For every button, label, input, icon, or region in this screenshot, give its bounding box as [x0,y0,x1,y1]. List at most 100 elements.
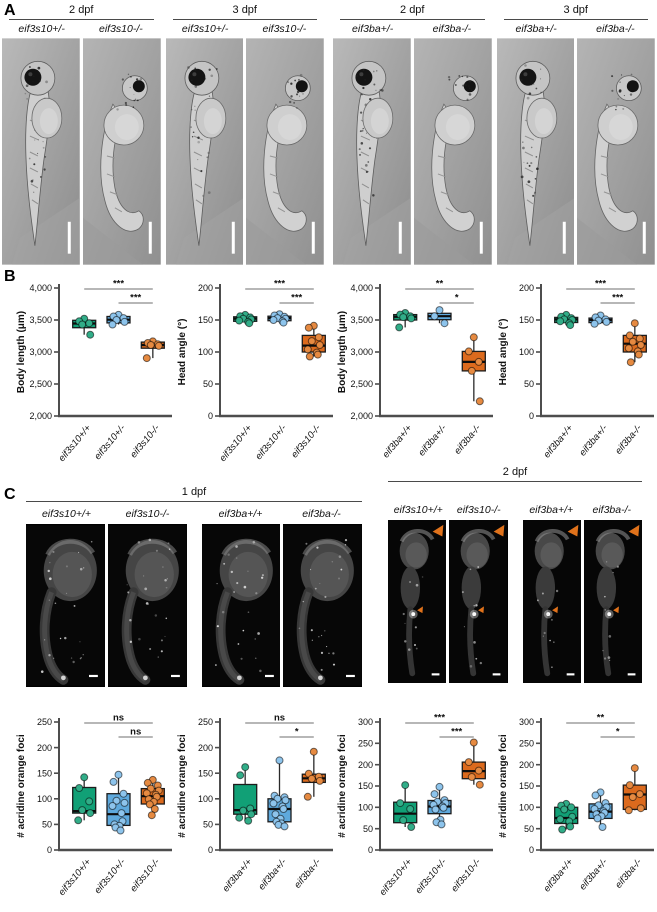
arrowhead-foci [551,606,558,614]
y-tick-label: 200 [198,743,213,753]
x-tick-label: eif3ba+/+ [381,423,415,461]
panel-c-charts: # acridine orange foci 0 50 100 150 200 250 ns n… [0,702,657,910]
arrowhead-head [567,524,578,537]
x-tick-label: eif3s10-/- [289,423,323,460]
timepoint-title: 3 dpf [503,4,648,20]
x-tick-label: eif3s10+/+ [378,857,415,898]
data-point [560,805,569,814]
y-axis-title: Head angle (°) [498,319,509,386]
y-tick-label: 150 [37,768,52,778]
box-plot: Head angle (°) 0 50 100 150 200 *** *** eif3ba+/… [498,279,654,460]
significance-label: ns [113,713,124,724]
scale-bar [346,674,356,678]
chart-ao-foci-1dpf-eif3s10: # acridine orange foci 0 50 100 150 200 250 ns n… [14,702,172,910]
y-tick-label: 3,500 [351,315,374,325]
data-point [591,791,600,800]
significance-label: ** [436,279,444,290]
y-tick-label: 50 [524,379,534,389]
x-tick-label: eif3ba-/- [613,857,644,891]
data-point [269,316,278,324]
fluorescence-embryo-1dpf [283,525,362,686]
x-tick-label: eif3s10+/- [253,423,288,462]
significance-label: ns [274,713,285,724]
embryo-micrograph [82,38,161,265]
fluorescence-embryo-2dpf [522,520,581,683]
data-point [119,789,128,798]
genotype-label: eif3ba-/- [596,23,635,35]
timepoint-title: 2 dpf [9,4,154,20]
data-point [590,319,599,328]
x-tick-label: eif3s10+/+ [217,423,254,464]
scale-bar [643,221,647,254]
dic-embryo-curved [246,38,324,265]
data-point [475,766,484,775]
y-tick-label: 2,500 [29,379,52,389]
data-point [630,319,639,328]
panel-a: 2 dpf eif3s10+/- eif3s10-/- [2,4,655,265]
y-tick-label: 200 [519,760,534,770]
arrowhead-head [432,524,444,537]
panel-a-group-2dpf-eif3s10: 2 dpf eif3s10+/- eif3s10-/- [2,4,161,265]
x-tick-label: eif3ba+/- [577,857,609,893]
y-tick-label: 150 [198,315,213,325]
x-tick-label: eif3s10+/- [92,423,127,462]
x-tick-label: eif3s10-/- [128,423,162,460]
fluorescence-embryo-2dpf [388,520,447,683]
data-point [281,796,290,805]
data-point [147,811,156,820]
x-tick-label: eif3ba-/- [292,857,323,891]
data-point [108,802,117,810]
data-point [628,793,637,802]
data-point [120,798,129,807]
data-point [279,318,288,327]
data-point [305,352,314,361]
significance-label: *** [612,293,623,304]
data-point [309,747,318,756]
data-point [625,331,634,340]
genotype-label: eif3s10+/- [181,23,229,35]
data-point [468,773,477,781]
data-point [75,784,84,792]
y-tick-label: 100 [519,803,534,813]
x-tick-label: eif3ba+/+ [542,857,576,895]
data-point [470,738,479,747]
genotype-label: eif3s10+/- [18,23,65,35]
embryo-micrograph [246,38,324,265]
box-plot: # acridine orange foci 0 50 100 150 200 250 300… [337,713,494,898]
panel-b-label: B [4,268,16,285]
scale-bar [170,674,180,678]
panel-a-group-2dpf-eif3ba: 2 dpf eif3ba+/- eif3ba-/- [333,4,492,265]
data-point [401,781,410,790]
box-plot: # acridine orange foci 0 50 100 150 200 250 ns *… [177,713,333,894]
data-point [85,319,94,328]
data-point [244,319,253,328]
data-point [430,790,439,799]
y-tick-label: 0 [368,845,373,855]
chart-body-length-eif3s10: Body length (μm) 2,000 2,500 3,000 3,500 4,00… [14,268,172,476]
fluorescence-embryo-2dpf [583,520,642,683]
embryo-micrograph [496,38,575,265]
y-tick-label: 200 [358,760,373,770]
y-tick-label: 2,500 [351,379,374,389]
scale-bar [89,674,98,678]
y-axis-title: # acridine orange foci [337,734,348,838]
y-tick-label: 3,000 [351,347,374,357]
x-tick-label: eif3ba-/- [613,423,644,457]
data-point [566,321,575,330]
scale-bar [398,221,402,254]
data-point [395,323,404,332]
y-tick-label: 250 [198,717,213,727]
data-point [269,799,278,808]
arrowhead-foci [612,606,619,614]
significance-label: *** [434,713,445,724]
data-point [303,345,312,354]
arrowhead-head [628,524,640,537]
x-tick-label: eif3s10-/- [450,857,484,894]
panel-c-label: C [4,486,16,503]
data-point [556,815,565,824]
y-tick-label: 4,000 [351,283,374,293]
scale-bar [566,673,574,676]
fluorescence-embryo-1dpf [201,525,281,686]
data-point [112,796,121,805]
